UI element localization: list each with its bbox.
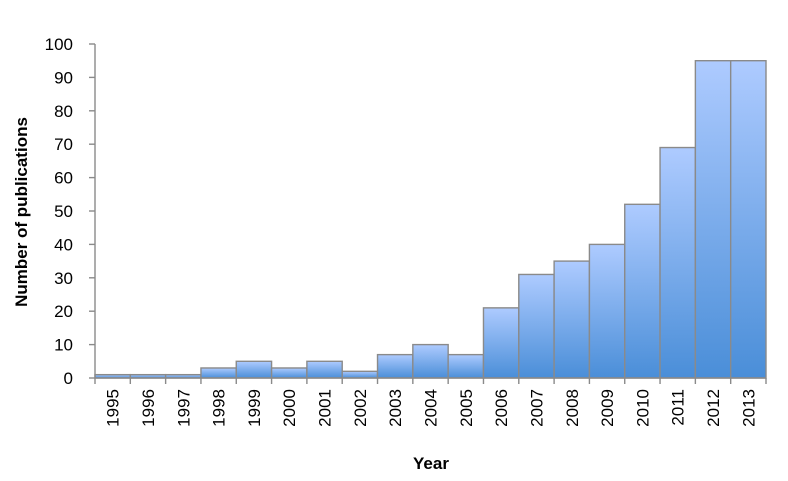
x-tick-label-1996: 1996	[139, 389, 158, 427]
bar-2002	[341, 370, 379, 379]
y-tick-label: 10	[54, 336, 73, 355]
y-tick-label: 0	[64, 369, 73, 388]
y-tick-label: 80	[54, 102, 73, 121]
x-tick-label-2003: 2003	[386, 389, 405, 427]
x-tick-label-2000: 2000	[280, 389, 299, 427]
axes-layer	[89, 43, 767, 384]
bar-2005	[447, 353, 485, 379]
y-tick-labels: 0 10 20 30 40 50 60 70 80 90 100	[45, 35, 73, 388]
x-tick-label-2006: 2006	[492, 389, 511, 427]
x-tick-label-2004: 2004	[422, 389, 441, 427]
bar-2001	[306, 360, 343, 379]
bar-2013	[729, 60, 767, 379]
bar-2007	[518, 273, 555, 379]
bar-1998	[200, 367, 237, 379]
y-tick-label: 50	[54, 202, 73, 221]
y-tick-label: 90	[54, 68, 73, 87]
y-tick-label: 70	[54, 135, 73, 154]
x-tick-label-2001: 2001	[316, 389, 335, 427]
y-tick-label: 100	[45, 35, 73, 54]
y-axis-title: Number of publications	[12, 117, 31, 307]
x-tick-label-2012: 2012	[704, 389, 723, 427]
bars-layer	[94, 60, 767, 379]
x-tick-label-2007: 2007	[527, 389, 546, 427]
y-tick-label: 30	[54, 269, 73, 288]
x-tick-label-2005: 2005	[457, 389, 476, 427]
x-tick-label-1999: 1999	[245, 389, 264, 427]
x-tick-label-2008: 2008	[563, 389, 582, 427]
x-tick-label-2009: 2009	[598, 389, 617, 427]
bar-2006	[482, 307, 520, 379]
x-tick-label-2002: 2002	[351, 389, 370, 427]
x-tick-labels: 1995 1996 1997 1998 1999 2000 2001 2002 2003 2004…	[104, 389, 759, 427]
x-tick-label-2011: 2011	[669, 389, 688, 426]
y-tick-label: 40	[54, 235, 73, 254]
bar-2000	[270, 367, 308, 379]
bar-2009	[588, 243, 626, 379]
x-tick-label-1997: 1997	[174, 389, 193, 427]
bar-1999	[235, 360, 273, 379]
x-tick-label-1995: 1995	[104, 389, 123, 427]
bar-2003	[376, 353, 414, 379]
x-tick-label-2010: 2010	[633, 389, 652, 427]
bar-2012	[694, 60, 732, 379]
x-tick-label-1998: 1998	[210, 389, 229, 427]
y-tick-label: 20	[54, 302, 73, 321]
bar-2004	[412, 343, 449, 379]
bar-2011	[659, 146, 697, 379]
bar-2008	[553, 260, 591, 379]
y-tick-label: 60	[54, 169, 73, 188]
x-axis-title: Year	[413, 454, 449, 473]
x-tick-label-2013: 2013	[739, 389, 758, 427]
bar-2010	[624, 203, 661, 379]
